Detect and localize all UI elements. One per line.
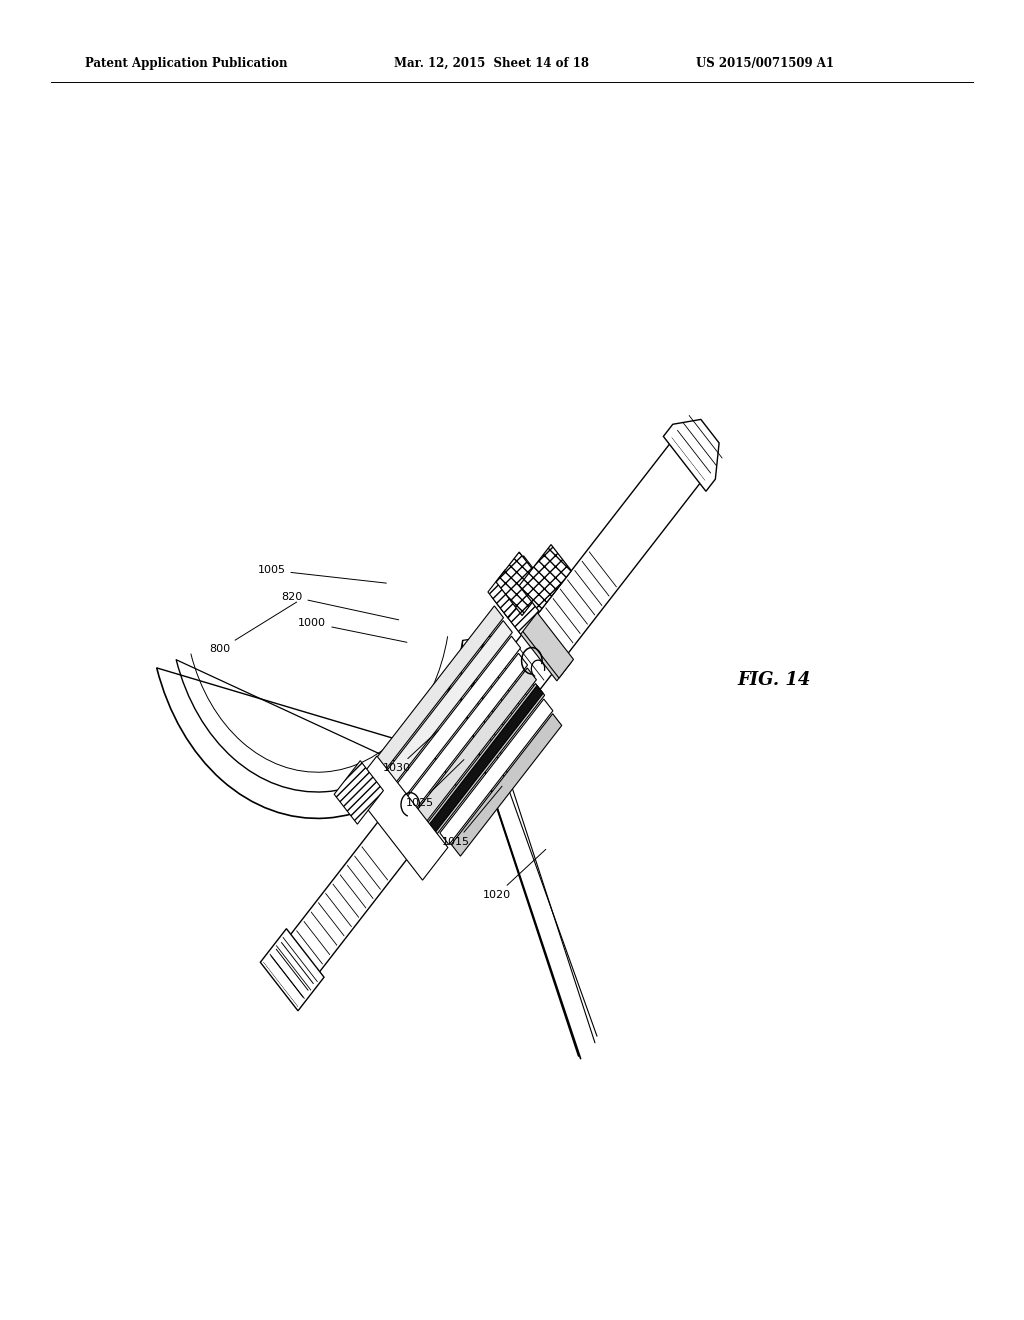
Text: US 2015/0071509 A1: US 2015/0071509 A1 (696, 57, 835, 70)
Text: 1005: 1005 (257, 565, 386, 583)
Polygon shape (429, 685, 543, 832)
Polygon shape (452, 714, 562, 857)
Text: 1030: 1030 (383, 730, 438, 774)
Polygon shape (379, 620, 512, 792)
Polygon shape (272, 754, 460, 995)
Polygon shape (428, 684, 545, 834)
Polygon shape (440, 700, 553, 845)
Polygon shape (519, 545, 571, 611)
Text: 1015: 1015 (441, 787, 502, 847)
Text: 800: 800 (210, 602, 297, 655)
Text: 1025: 1025 (406, 759, 464, 808)
Text: 1020: 1020 (482, 849, 546, 900)
Polygon shape (260, 929, 324, 1011)
Polygon shape (368, 606, 504, 781)
Polygon shape (351, 756, 447, 880)
Polygon shape (499, 581, 573, 678)
Polygon shape (487, 570, 525, 618)
Polygon shape (416, 668, 537, 824)
Text: 1000: 1000 (298, 618, 407, 643)
Polygon shape (477, 430, 711, 731)
Text: Mar. 12, 2015  Sheet 14 of 18: Mar. 12, 2015 Sheet 14 of 18 (394, 57, 589, 70)
Polygon shape (334, 760, 383, 824)
Polygon shape (391, 636, 520, 803)
Text: Patent Application Publication: Patent Application Publication (85, 57, 288, 70)
Polygon shape (404, 653, 527, 812)
Polygon shape (496, 552, 545, 615)
Polygon shape (496, 583, 571, 681)
Polygon shape (664, 420, 719, 491)
Text: FIG. 14: FIG. 14 (737, 671, 811, 689)
Polygon shape (492, 556, 553, 634)
Text: 820: 820 (282, 591, 398, 620)
